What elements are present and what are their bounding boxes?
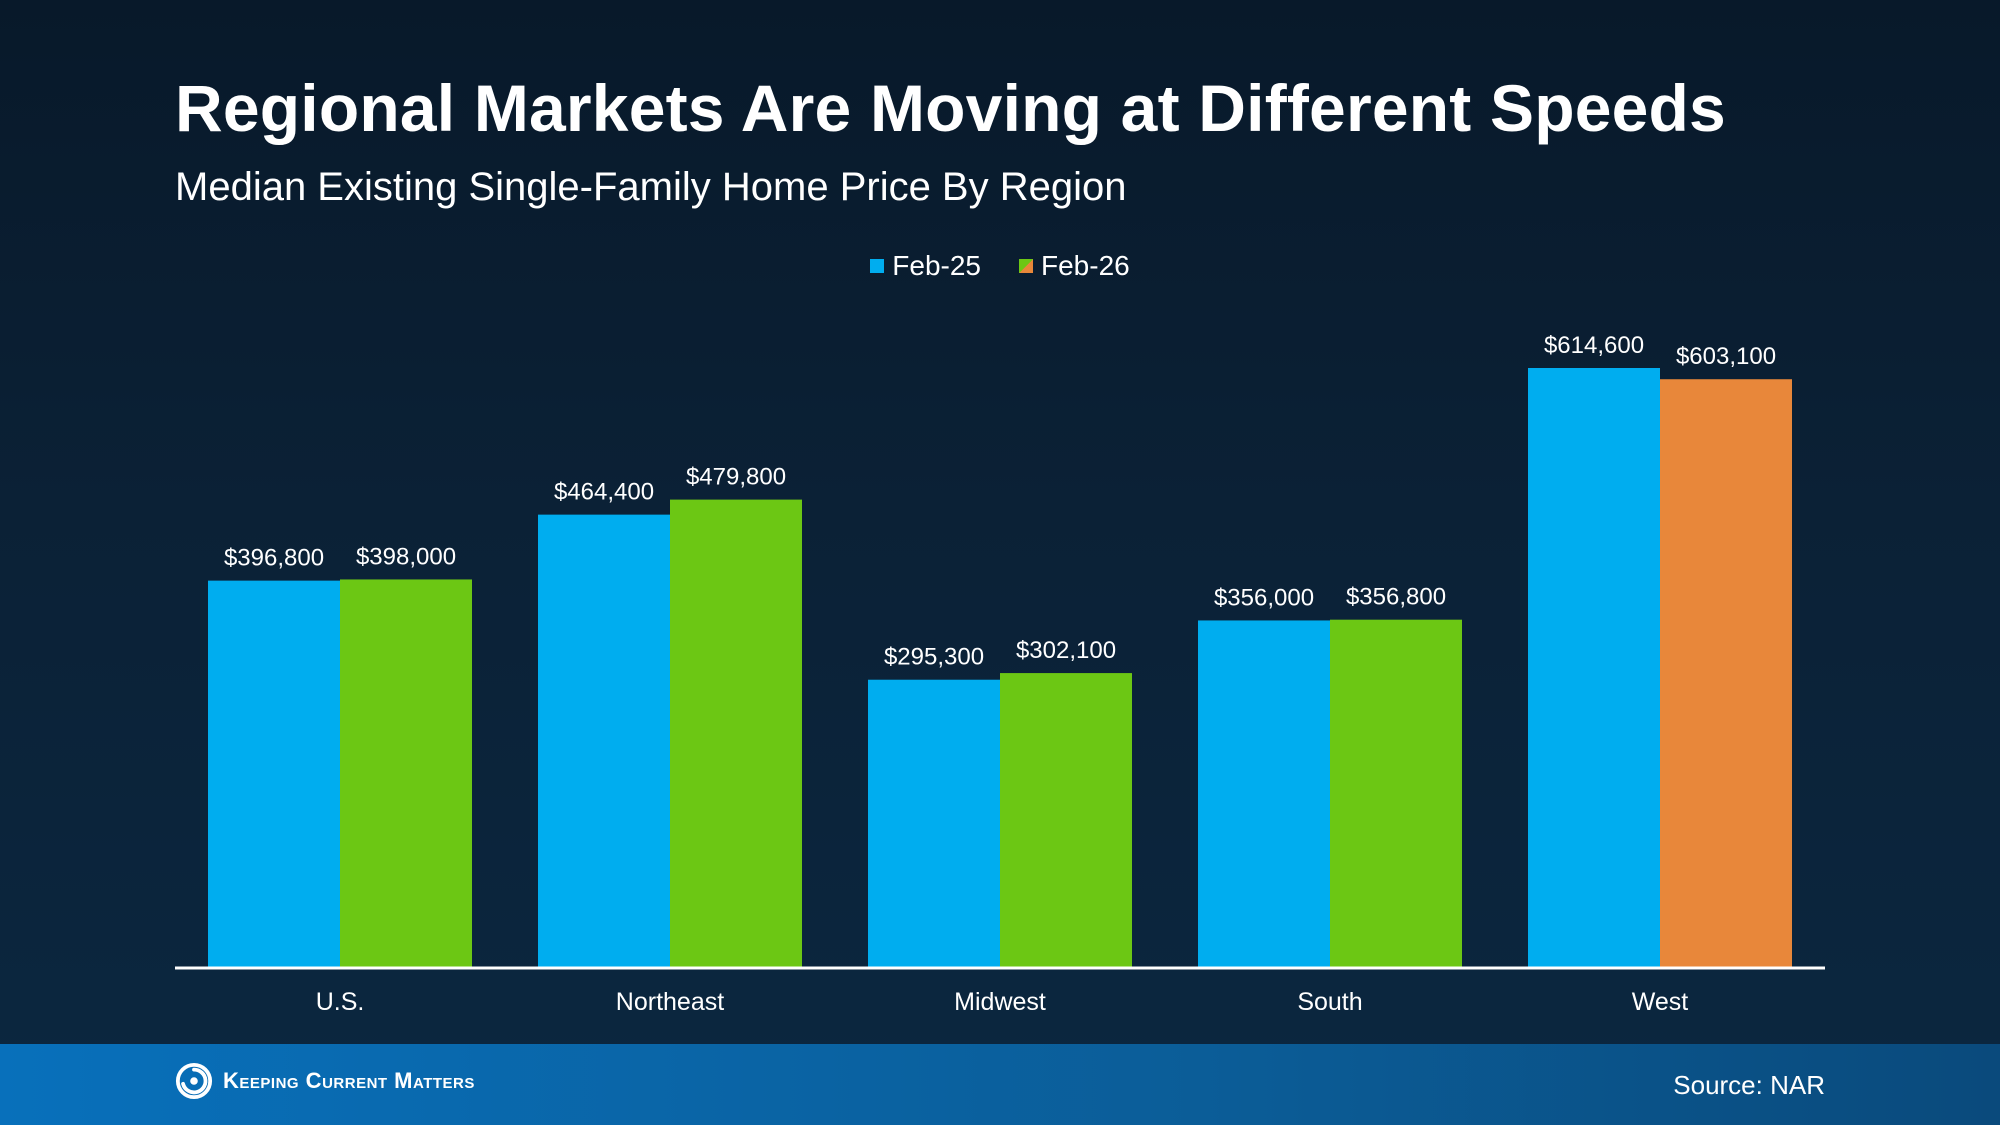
x-tick-label: Midwest [954,988,1046,1016]
x-tick-label: South [1297,988,1362,1016]
data-label: $464,400 [554,479,654,506]
data-label: $302,100 [1016,637,1116,664]
x-tick-label: Northeast [616,988,724,1016]
legend-label-feb-25: Feb-25 [892,250,981,281]
chart-legend: Feb-25 Feb-26 [0,250,2000,282]
legend-label-feb-26: Feb-26 [1041,250,1130,281]
legend-item-feb-25: Feb-25 [870,250,981,282]
chart-title: Regional Markets Are Moving at Different… [175,71,1726,145]
bar-south-feb-25 [1198,620,1330,968]
bar-west-feb-26 [1660,379,1792,968]
data-label: $398,000 [356,543,456,570]
data-label: $356,000 [1214,584,1314,611]
source-note: Source: NAR [1673,1070,1825,1100]
bar-us-feb-26 [340,579,472,968]
data-label: $479,800 [686,464,786,491]
legend-item-feb-26: Feb-26 [1019,250,1130,282]
data-label: $614,600 [1544,332,1644,359]
bar-northeast-feb-25 [538,514,670,968]
x-tick-label: West [1632,988,1689,1016]
data-label: $295,300 [884,644,984,671]
footer-bar: Keeping Current Matters Source: NAR [0,1044,2000,1125]
data-label: $396,800 [224,545,324,572]
brand-logo: Keeping Current Matters [175,1062,475,1100]
bar-midwest-feb-25 [868,679,1000,968]
chart-subtitle: Median Existing Single-Family Home Price… [175,165,1127,209]
legend-swatch-feb-26 [1019,259,1033,273]
data-label: $603,100 [1676,343,1776,370]
x-tick-label: U.S. [316,988,365,1016]
kcm-logo-icon [175,1062,213,1100]
bar-west-feb-25 [1528,368,1660,968]
bar-chart: $396,800 $398,000 U.S. $464,400 $479,800 Nort… [208,332,1792,1016]
brand-name: Keeping Current Matters [223,1068,475,1093]
bar-midwest-feb-26 [1000,673,1132,968]
bar-south-feb-26 [1330,619,1462,968]
bar-us-feb-25 [208,580,340,968]
legend-swatch-feb-25 [870,259,885,273]
bar-northeast-feb-26 [670,499,802,968]
data-label: $356,800 [1346,584,1446,611]
